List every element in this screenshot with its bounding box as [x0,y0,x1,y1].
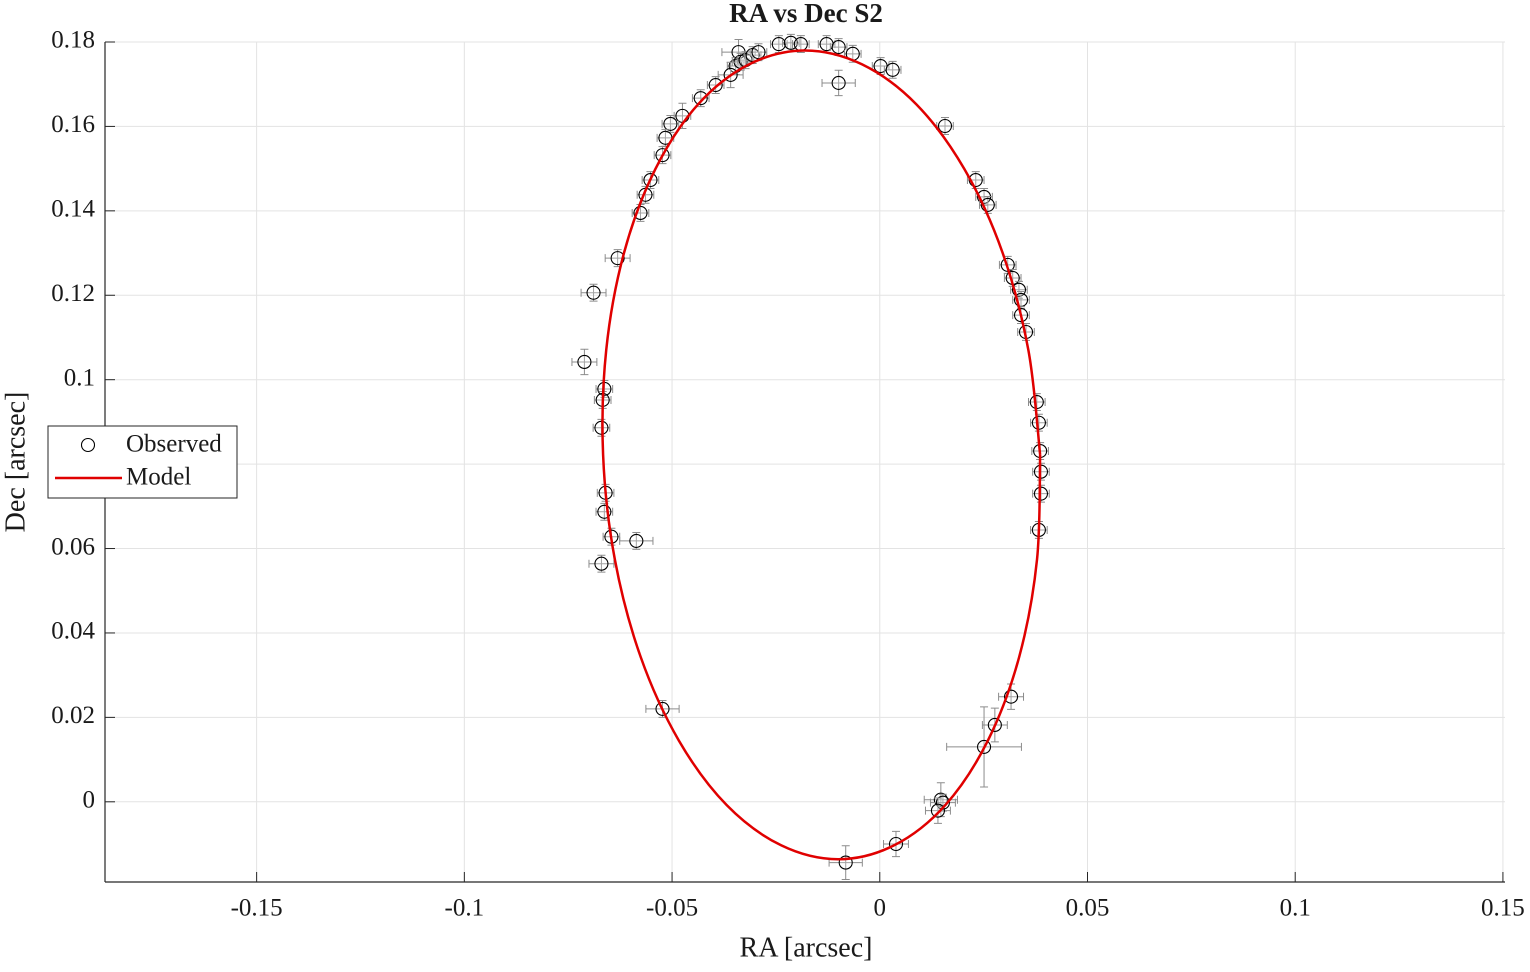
y-tick-label: 0 [83,787,96,814]
y-axis-label: Dec [arcsec] [0,392,31,533]
model-line [601,49,1042,861]
y-tick-label: 0.16 [51,111,95,138]
x-tick-label: 0.05 [1066,895,1110,922]
y-error-bar [888,60,897,79]
y-tick-label: 0.06 [51,533,95,560]
y-error-bar [696,89,705,108]
grid [105,41,1505,882]
x-tick-label: 0.15 [1481,895,1525,922]
data-point [819,37,834,52]
y-error-bar [933,797,942,824]
y-error-bar [711,76,720,94]
data-point [1031,415,1046,430]
data-point [831,75,846,90]
data-point [937,118,953,134]
data-point [751,45,766,60]
y-error-bar [632,531,641,550]
data-point [885,62,900,77]
data-point [771,37,786,52]
data-point [629,533,644,548]
y-tick-label: 0.12 [51,280,95,307]
y-tick-label: 0.1 [64,364,95,391]
y-tick-label: 0.02 [51,702,95,729]
y-tick-label: 0.14 [51,196,95,223]
data-point [594,556,609,571]
y-error-bar [597,554,606,573]
legend-label: Observed [126,431,222,458]
x-tick-label: 0 [874,895,887,922]
data-point [831,40,846,55]
x-tick-label: 0.1 [1280,895,1311,922]
y-error-bar [666,114,675,133]
data-point [577,354,592,370]
y-error-bar [841,845,850,880]
data-point [586,285,601,300]
x-tick-label: -0.05 [646,895,698,922]
data-point [663,116,678,131]
data-point [693,91,708,106]
y-tick-label: 0.04 [51,618,95,645]
x-axis-label: RA [arcsec] [740,932,873,963]
chart-title: RA vs Dec S2 [729,0,883,28]
x-tick-label: -0.1 [445,895,485,922]
y-error-bar [580,348,589,376]
data-point [930,803,945,818]
legend-box [47,425,238,499]
x-tick-label: -0.15 [231,895,283,922]
legend: Observed Model [47,425,238,499]
y-error-bar [589,283,598,302]
y-error-bar [834,69,843,97]
legend-label: Model [126,464,191,491]
legend-marker [80,437,96,453]
observed-points [571,33,1050,880]
y-tick-label: 0.18 [51,27,95,54]
data-point [793,37,808,52]
